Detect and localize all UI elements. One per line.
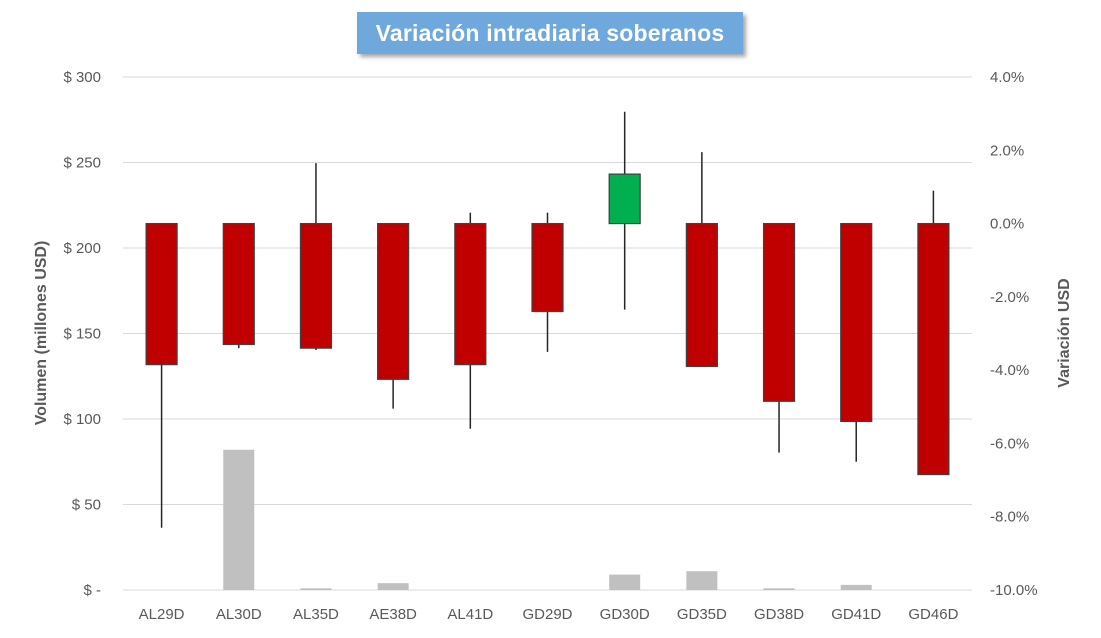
volume-bars [223, 449, 872, 590]
volume-bar [223, 449, 255, 590]
volume-bar [609, 574, 641, 590]
x-tick-label: GD29D [522, 606, 572, 623]
left-axis-title: Volumen (millones USD) [33, 241, 50, 426]
x-axis-ticks: AL29D AL30D AL35D AE38D AL41D GD29D GD30D GD35D… [139, 606, 959, 623]
candle-body [685, 222, 718, 368]
candle-body [145, 222, 178, 366]
left-tick-label: $ 100 [63, 411, 101, 428]
candle-body [454, 222, 487, 366]
candle-body [531, 222, 564, 313]
left-axis-ticks: $ - $ 50 $ 100 $ 150 $ 200 $ 250 $ 300 [63, 69, 101, 599]
x-tick-label: GD41D [831, 606, 881, 623]
volume-bar [763, 588, 795, 590]
right-axis-ticks: 4.0% 2.0% 0.0% -2.0% -4.0% -6.0% -8.0% -10.0% [990, 69, 1038, 599]
volume-bar [377, 583, 409, 590]
left-tick-label: $ 150 [63, 326, 101, 343]
x-tick-label: GD38D [754, 606, 804, 623]
right-tick-label: -10.0% [990, 582, 1038, 599]
volume-bar [840, 584, 872, 590]
volume-bar [300, 588, 332, 590]
chart-title: Variación intradiaria soberanos [375, 19, 725, 46]
left-tick-label: $ 200 [63, 240, 101, 257]
left-tick-label: $ 250 [63, 155, 101, 172]
chart-title-box: Variación intradiaria soberanos [357, 12, 743, 54]
x-tick-label: GD46D [908, 606, 958, 623]
x-tick-label: AL30D [216, 606, 262, 623]
x-tick-label: GD35D [677, 606, 727, 623]
x-tick-label: GD30D [600, 606, 650, 623]
left-tick-label: $ 300 [63, 69, 101, 86]
left-tick-label: $ - [83, 582, 101, 599]
candle-body [608, 173, 641, 225]
candle-body [917, 222, 950, 476]
candle-body [840, 222, 873, 423]
candle-body [377, 222, 410, 380]
x-tick-label: AL35D [293, 606, 339, 623]
candles [145, 111, 950, 528]
right-tick-label: -6.0% [990, 435, 1029, 452]
x-tick-label: AL29D [139, 606, 185, 623]
left-tick-label: $ 50 [72, 497, 101, 514]
right-tick-label: -2.0% [990, 289, 1029, 306]
candle-body [762, 222, 796, 402]
right-tick-label: -8.0% [990, 509, 1029, 526]
candle-body [299, 222, 333, 349]
volume-bar [686, 571, 718, 590]
right-axis-title: Variación USD [1056, 278, 1073, 387]
x-tick-label: AL41D [447, 606, 493, 623]
candle-body [222, 222, 255, 346]
right-tick-label: 0.0% [990, 216, 1024, 233]
right-tick-label: -4.0% [990, 362, 1029, 379]
x-tick-label: AE38D [369, 606, 417, 623]
right-tick-label: 4.0% [990, 69, 1024, 86]
right-tick-label: 2.0% [990, 142, 1024, 159]
